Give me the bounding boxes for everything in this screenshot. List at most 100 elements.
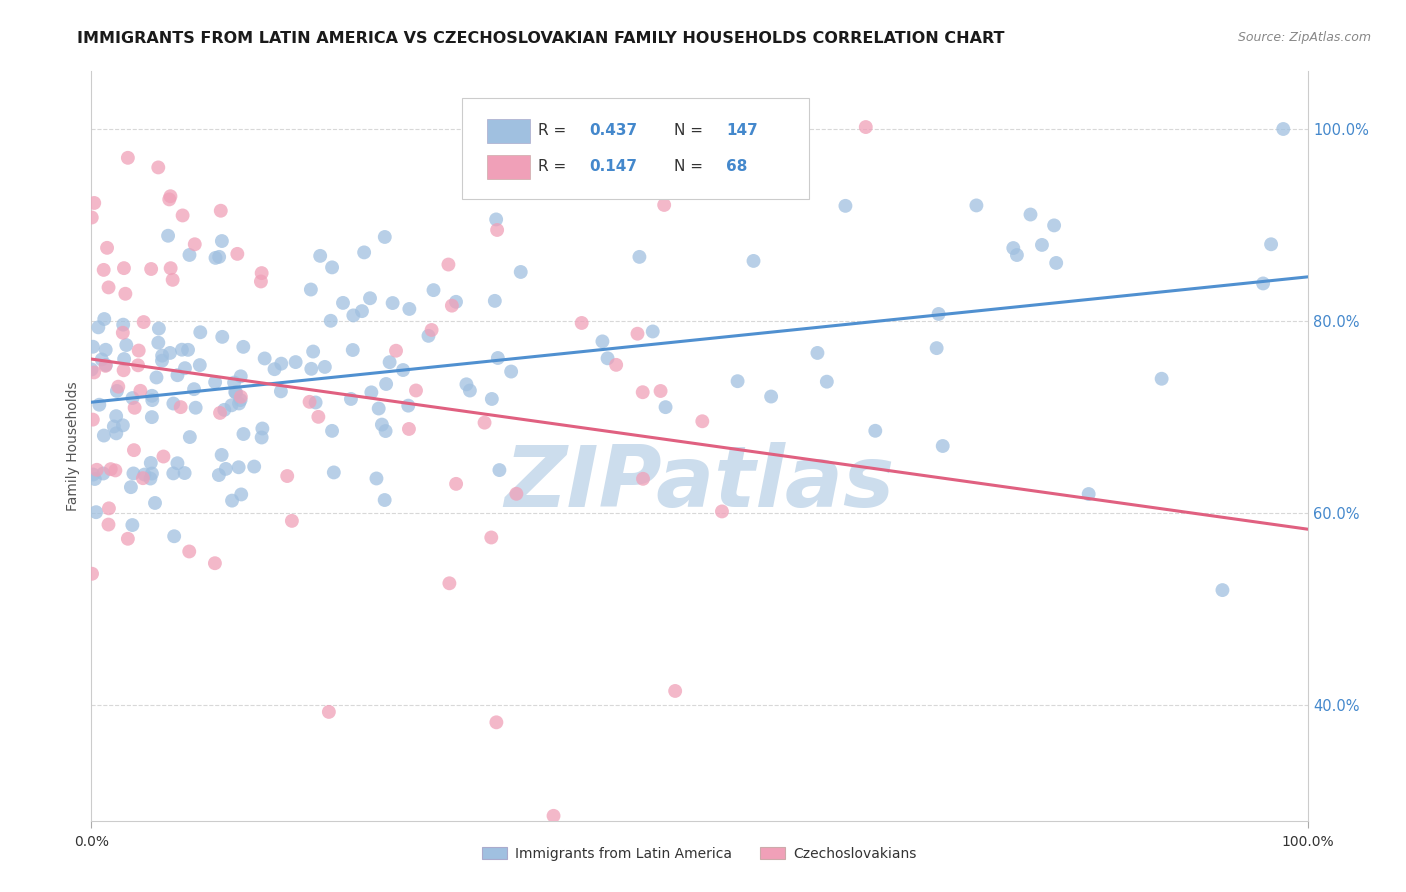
Point	[162, 396, 184, 410]
Point	[84, 505, 107, 519]
Point	[250, 266, 273, 280]
Point	[93, 263, 115, 277]
Point	[170, 343, 193, 357]
Point	[479, 531, 502, 545]
Point	[309, 249, 332, 263]
Point	[211, 330, 233, 344]
Point	[628, 250, 651, 264]
Point	[1019, 207, 1042, 221]
Point	[385, 343, 408, 358]
Point	[925, 341, 948, 355]
Point	[503, 131, 526, 145]
Point	[228, 460, 250, 475]
Point	[375, 376, 398, 391]
Point	[591, 334, 613, 349]
Point	[396, 399, 419, 413]
Point	[366, 471, 388, 485]
Point	[1211, 583, 1233, 598]
Point	[360, 385, 382, 400]
Point	[82, 467, 104, 482]
Point	[243, 459, 266, 474]
Point	[318, 705, 340, 719]
Legend: Immigrants from Latin America, Czechoslovakians: Immigrants from Latin America, Czechoslo…	[477, 841, 922, 866]
Point	[439, 576, 461, 591]
Point	[122, 443, 145, 458]
Point	[444, 294, 467, 309]
Point	[353, 245, 375, 260]
Text: 147: 147	[727, 123, 758, 138]
Point	[80, 211, 103, 225]
Text: Source: ZipAtlas.com: Source: ZipAtlas.com	[1237, 31, 1371, 45]
Point	[139, 456, 162, 470]
Point	[157, 193, 180, 207]
Point	[148, 321, 170, 335]
Point	[855, 120, 877, 134]
Point	[298, 394, 321, 409]
Point	[162, 467, 184, 481]
Point	[91, 467, 114, 481]
Point	[152, 450, 174, 464]
Point	[392, 363, 415, 377]
Point	[250, 275, 273, 289]
Point	[225, 385, 247, 400]
Point	[139, 471, 162, 485]
Point	[90, 352, 112, 367]
Point	[381, 296, 404, 310]
Point	[1043, 219, 1066, 233]
Point	[865, 424, 887, 438]
Point	[159, 346, 181, 360]
Point	[281, 514, 304, 528]
Point	[83, 196, 105, 211]
Point	[485, 715, 508, 730]
Point	[166, 368, 188, 383]
Point	[486, 223, 509, 237]
Point	[229, 369, 252, 384]
Point	[815, 375, 838, 389]
Point	[1045, 256, 1067, 270]
Point	[834, 199, 856, 213]
Point	[150, 353, 173, 368]
Point	[440, 299, 463, 313]
Point	[172, 209, 194, 223]
Point	[252, 421, 274, 435]
Point	[650, 384, 672, 398]
Point	[89, 398, 111, 412]
Point	[641, 325, 664, 339]
Point	[215, 462, 238, 476]
Point	[456, 377, 478, 392]
Point	[209, 203, 232, 218]
Point	[208, 250, 231, 264]
Point	[253, 351, 276, 366]
Point	[82, 340, 104, 354]
Point	[322, 466, 344, 480]
Point	[208, 468, 231, 483]
Point	[80, 362, 103, 376]
Point	[179, 544, 201, 558]
Point	[371, 417, 394, 432]
Point	[141, 393, 163, 408]
Point	[652, 198, 675, 212]
Point	[80, 566, 103, 581]
Point	[270, 357, 292, 371]
Point	[93, 312, 115, 326]
Point	[342, 343, 364, 357]
Point	[139, 262, 162, 277]
Text: N =: N =	[673, 123, 707, 138]
Point	[143, 496, 166, 510]
Point	[105, 409, 128, 424]
Point	[83, 366, 105, 380]
Point	[965, 198, 987, 212]
Point	[488, 463, 510, 477]
Point	[304, 395, 326, 409]
Point	[742, 254, 765, 268]
Point	[458, 384, 481, 398]
Point	[145, 370, 167, 384]
Point	[631, 385, 654, 400]
Point	[134, 467, 156, 482]
Point	[806, 346, 828, 360]
Point	[159, 261, 181, 276]
Point	[1031, 238, 1053, 252]
Point	[94, 358, 117, 372]
Point	[105, 426, 128, 441]
Point	[444, 476, 467, 491]
